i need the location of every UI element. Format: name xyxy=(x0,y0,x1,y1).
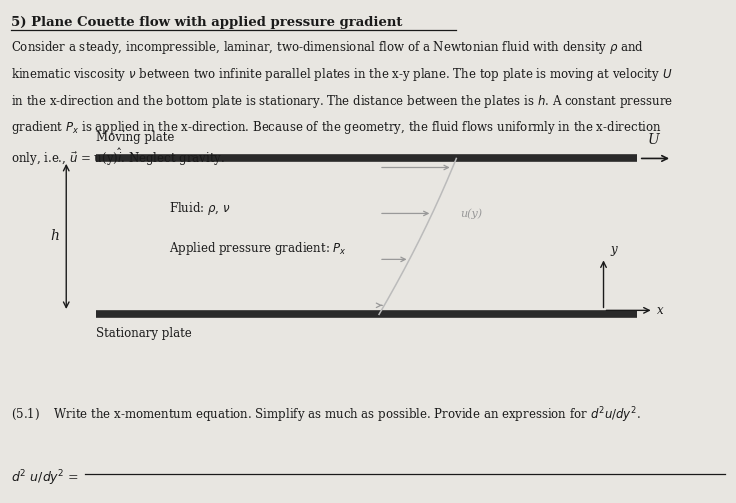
Text: 5) Plane Couette flow with applied pressure gradient: 5) Plane Couette flow with applied press… xyxy=(11,16,403,29)
Text: h: h xyxy=(50,229,59,243)
Text: (5.1)    Write the x-momentum equation. Simplify as much as possible. Provide an: (5.1) Write the x-momentum equation. Sim… xyxy=(11,405,641,425)
Text: Stationary plate: Stationary plate xyxy=(96,327,191,340)
Text: $d^2\ u/dy^2$ =: $d^2\ u/dy^2$ = xyxy=(11,469,79,488)
Text: kinematic viscosity $\nu$ between two infinite parallel plates in the x-y plane.: kinematic viscosity $\nu$ between two in… xyxy=(11,66,673,83)
Text: x: x xyxy=(657,304,663,317)
Text: Moving plate: Moving plate xyxy=(96,131,174,144)
Text: Applied pressure gradient: $P_x$: Applied pressure gradient: $P_x$ xyxy=(169,240,347,258)
Text: gradient $P_x$ is applied in the x-direction. Because of the geometry, the fluid: gradient $P_x$ is applied in the x-direc… xyxy=(11,119,662,136)
Text: in the x-direction and the bottom plate is stationary. The distance between the : in the x-direction and the bottom plate … xyxy=(11,93,673,110)
Text: only, i.e., $\vec{u}$ = u(y)$\hat{i}$. Neglect gravity.: only, i.e., $\vec{u}$ = u(y)$\hat{i}$. N… xyxy=(11,146,225,168)
Text: Consider a steady, incompressible, laminar, two-dimensional flow of a Newtonian : Consider a steady, incompressible, lamin… xyxy=(11,39,644,56)
Text: y: y xyxy=(611,243,618,256)
Text: u(y): u(y) xyxy=(460,209,482,219)
Text: Fluid: $\rho$, $\nu$: Fluid: $\rho$, $\nu$ xyxy=(169,200,231,217)
Text: U: U xyxy=(648,133,659,147)
